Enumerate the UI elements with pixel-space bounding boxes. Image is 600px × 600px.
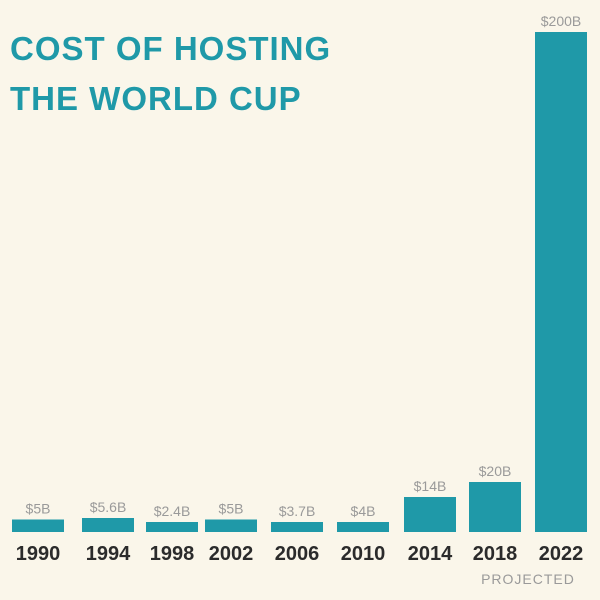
value-label-1990: $5B — [26, 501, 51, 517]
x-tick-label-2006: 2006 — [275, 543, 320, 565]
value-label-1998: $2.4B — [154, 503, 191, 519]
x-tick-label-2010: 2010 — [341, 543, 386, 565]
bar-1990 — [12, 519, 64, 532]
bar-2010 — [337, 522, 389, 532]
x-tick-label-2022: 2022 — [539, 543, 584, 565]
value-label-2022: $200B — [541, 13, 581, 29]
value-label-1994: $5.6B — [90, 499, 127, 515]
x-tick-label-1990: 1990 — [16, 543, 61, 565]
x-tick-label-2014: 2014 — [408, 543, 453, 565]
x-tick-label-2018: 2018 — [473, 543, 518, 565]
bar-2022 — [535, 32, 587, 532]
bar-2014 — [404, 497, 456, 532]
value-label-2006: $3.7B — [279, 503, 316, 519]
bar-1994 — [82, 518, 134, 532]
bar-2018 — [469, 482, 521, 532]
value-label-2010: $4B — [351, 503, 376, 519]
x-tick-label-1994: 1994 — [86, 543, 131, 565]
value-label-2014: $14B — [414, 478, 447, 494]
x-tick-label-1998: 1998 — [150, 543, 195, 565]
bar-2002 — [205, 519, 257, 532]
annotation-label: PROJECTED — [481, 571, 575, 587]
chart-title-line-2: THE WORLD CUP — [10, 80, 302, 117]
value-label-2018: $20B — [479, 463, 512, 479]
bar-2006 — [271, 522, 323, 532]
bar-1998 — [146, 522, 198, 532]
x-tick-label-2002: 2002 — [209, 543, 254, 565]
value-label-2002: $5B — [219, 501, 244, 517]
chart-title-line-1: COST OF HOSTING — [10, 30, 332, 67]
